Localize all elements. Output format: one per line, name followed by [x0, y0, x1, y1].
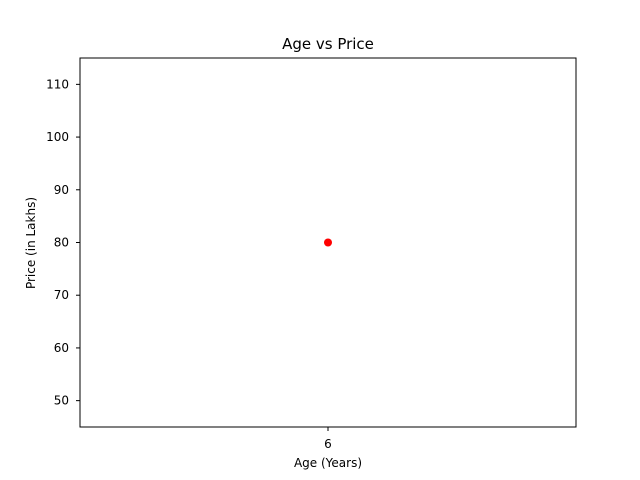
y-tick-label: 110	[46, 77, 69, 91]
y-tick-label: 100	[46, 130, 69, 144]
x-tick-label: 6	[324, 437, 332, 451]
y-tick-label: 70	[54, 288, 69, 302]
y-tick-label: 50	[54, 394, 69, 408]
y-tick-label: 80	[54, 236, 69, 250]
y-axis-ticks: 50 60 70 80 90 100 110	[46, 77, 80, 408]
chart-title: Age vs Price	[282, 35, 374, 53]
y-tick-label: 60	[54, 341, 69, 355]
x-axis-ticks: 6	[324, 427, 332, 451]
x-axis-label: Age (Years)	[294, 456, 362, 470]
y-axis-label: Price (in Lakhs)	[24, 197, 38, 289]
y-tick-label: 90	[54, 183, 69, 197]
scatter-points	[324, 238, 332, 247]
data-point	[324, 238, 332, 247]
